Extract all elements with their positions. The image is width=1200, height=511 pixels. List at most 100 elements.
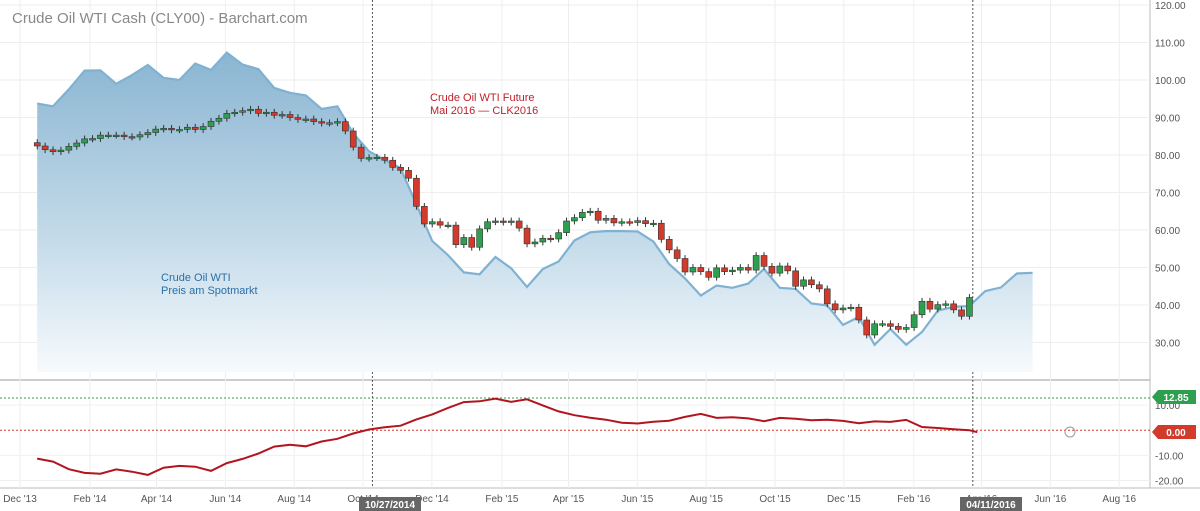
candle — [713, 264, 720, 281]
candle — [626, 218, 634, 226]
candle-body — [191, 126, 199, 130]
candle-body — [895, 326, 902, 330]
candle — [594, 207, 602, 224]
candle — [168, 125, 175, 134]
candle-body — [626, 221, 634, 224]
candle-body — [318, 121, 325, 124]
candle-body — [816, 284, 823, 290]
candle — [816, 281, 823, 293]
candle — [958, 306, 965, 320]
x-tick-label: Apr '15 — [553, 494, 585, 505]
candle-body — [81, 138, 88, 144]
candle — [128, 133, 136, 141]
marker-end-tag: 04/11/2016 — [960, 497, 1022, 511]
candle-body — [579, 212, 586, 218]
candle — [808, 276, 815, 289]
candle — [579, 209, 586, 221]
future-annotation-line1: Crude Oil WTI Future — [430, 92, 535, 104]
candle-body — [918, 300, 926, 316]
candle-body — [934, 304, 942, 310]
candle — [658, 219, 665, 243]
candle — [105, 131, 112, 139]
candle — [531, 238, 539, 248]
candle-body — [176, 129, 183, 132]
future-annotation-line2: Mai 2016 — CLK2016 — [430, 105, 538, 117]
candle-body — [839, 307, 847, 311]
candle-body — [642, 220, 649, 224]
candle — [926, 297, 934, 313]
candle-body — [887, 323, 894, 327]
candle — [910, 311, 918, 331]
candle-body — [397, 167, 404, 171]
candle-body — [294, 117, 302, 120]
candle — [602, 215, 610, 224]
candle-body — [389, 159, 397, 168]
candle — [444, 221, 452, 229]
candle — [184, 123, 191, 133]
candle-body — [958, 309, 965, 317]
candle-body — [444, 224, 452, 227]
candle — [270, 108, 278, 119]
candle-body — [729, 269, 736, 272]
candle — [966, 294, 973, 320]
x-tick-label: Aug '16 — [1102, 494, 1136, 505]
candle — [831, 300, 839, 314]
candle — [326, 119, 333, 127]
candle-body — [665, 239, 673, 251]
candle — [934, 301, 942, 313]
candle-body — [97, 134, 104, 139]
candle-body — [365, 157, 373, 160]
candle — [895, 323, 902, 333]
candle-body — [160, 128, 167, 131]
candle-body — [452, 224, 460, 245]
candle-body — [207, 120, 215, 127]
candle-body — [705, 271, 713, 278]
y-tick-label: 120.00 — [1155, 1, 1186, 12]
candle — [357, 143, 365, 162]
y-tick-label: 30.00 — [1155, 339, 1180, 350]
candle — [515, 217, 523, 232]
x-tick-label: Feb '15 — [485, 494, 518, 505]
candle-body — [405, 170, 412, 179]
future-candles-layer — [33, 105, 973, 339]
candle-body — [776, 265, 784, 274]
candle-body — [373, 156, 381, 160]
candle — [839, 304, 847, 314]
candle-body — [199, 126, 207, 130]
candle-body — [507, 220, 515, 223]
candle — [681, 255, 689, 276]
candle-body — [681, 258, 689, 273]
candle — [902, 324, 910, 333]
x-tick-label: Feb '16 — [897, 494, 930, 505]
candle — [278, 111, 286, 119]
candle-body — [879, 323, 886, 326]
candle — [373, 153, 381, 161]
candle-body — [215, 117, 223, 122]
x-tick-label: Dec '15 — [827, 494, 861, 505]
candle-body — [650, 222, 657, 226]
candle-body — [436, 221, 444, 226]
candle — [823, 285, 831, 308]
candle — [460, 234, 468, 248]
crosshair-circle-icon[interactable] — [1064, 426, 1076, 438]
spread-layer — [0, 397, 1150, 476]
candle-body — [547, 237, 555, 241]
candle — [492, 217, 499, 226]
candle — [152, 125, 160, 136]
candle — [555, 229, 562, 243]
candle — [207, 117, 215, 130]
candle-body — [231, 111, 239, 115]
candle — [436, 218, 444, 229]
candle-body — [966, 297, 973, 317]
candle-body — [610, 218, 618, 224]
candle — [57, 146, 65, 155]
x-tick-label: Jun '14 — [209, 494, 241, 505]
candle — [413, 174, 420, 210]
sub-y-tick-label: -10.00 — [1155, 451, 1184, 462]
candle — [855, 303, 863, 324]
candle — [918, 297, 926, 319]
x-tick-label: Dec '13 — [3, 494, 37, 505]
candle-body — [128, 136, 136, 139]
candle-body — [73, 142, 81, 147]
candle-body — [784, 265, 792, 272]
